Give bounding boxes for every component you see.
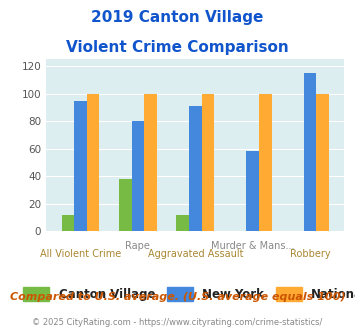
- Text: All Violent Crime: All Violent Crime: [40, 249, 121, 259]
- Text: Aggravated Assault: Aggravated Assault: [147, 249, 243, 259]
- Text: © 2025 CityRating.com - https://www.cityrating.com/crime-statistics/: © 2025 CityRating.com - https://www.city…: [32, 318, 323, 327]
- Bar: [304, 73, 316, 231]
- Bar: [316, 94, 329, 231]
- Bar: [87, 94, 99, 231]
- Legend: Canton Village, New York, National: Canton Village, New York, National: [18, 282, 355, 306]
- Text: Rape: Rape: [125, 241, 150, 250]
- Text: Compared to U.S. average. (U.S. average equals 100): Compared to U.S. average. (U.S. average …: [10, 292, 345, 302]
- Bar: [189, 106, 202, 231]
- Bar: [132, 121, 144, 231]
- Bar: [119, 179, 132, 231]
- Bar: [246, 151, 259, 231]
- Text: Murder & Mans...: Murder & Mans...: [211, 241, 294, 250]
- Bar: [144, 94, 157, 231]
- Text: 2019 Canton Village: 2019 Canton Village: [91, 10, 264, 25]
- Bar: [202, 94, 214, 231]
- Bar: [74, 101, 87, 231]
- Bar: [62, 214, 74, 231]
- Text: Robbery: Robbery: [290, 249, 330, 259]
- Text: Violent Crime Comparison: Violent Crime Comparison: [66, 40, 289, 54]
- Bar: [176, 214, 189, 231]
- Bar: [259, 94, 272, 231]
